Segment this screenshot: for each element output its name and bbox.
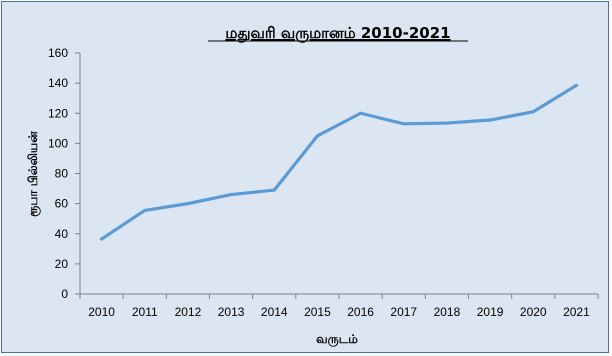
data-point bbox=[574, 83, 578, 87]
x-tick-label: 2010 bbox=[88, 305, 115, 319]
x-tick-label: 2019 bbox=[477, 305, 504, 319]
data-point bbox=[531, 110, 535, 114]
data-point bbox=[445, 121, 449, 125]
data-point bbox=[359, 111, 363, 115]
series-line bbox=[99, 83, 579, 241]
data-point bbox=[488, 118, 492, 122]
data-point bbox=[229, 193, 233, 197]
y-tick-label: 80 bbox=[55, 167, 69, 181]
data-point bbox=[100, 237, 104, 241]
y-tick-label: 140 bbox=[48, 76, 68, 90]
y-axis-title: ரூபா பில்லியன் bbox=[26, 131, 41, 217]
y-axis: 0 20 40 60 80 100 120 140 160 bbox=[48, 46, 81, 301]
x-tick-label: 2020 bbox=[520, 305, 547, 319]
x-tick-label: 2011 bbox=[132, 305, 158, 319]
y-tick-label: 60 bbox=[55, 197, 69, 211]
x-tick-label: 2021 bbox=[563, 305, 590, 319]
data-point bbox=[315, 134, 319, 138]
x-tick-label: 2018 bbox=[434, 305, 461, 319]
data-point bbox=[402, 122, 406, 126]
series-group bbox=[99, 83, 579, 241]
x-tick-label: 2017 bbox=[390, 305, 417, 319]
y-tick-label: 100 bbox=[48, 136, 68, 150]
x-tick-label: 2013 bbox=[218, 305, 245, 319]
data-point bbox=[186, 202, 190, 206]
y-tick-label: 40 bbox=[55, 227, 69, 241]
x-tick-label: 2016 bbox=[347, 305, 374, 319]
y-tick-label: 0 bbox=[61, 287, 68, 301]
x-axis-title: வருடம் bbox=[316, 332, 358, 347]
data-point bbox=[143, 208, 147, 212]
x-tick-label: 2012 bbox=[175, 305, 202, 319]
data-point bbox=[272, 188, 276, 192]
y-tick-label: 120 bbox=[48, 106, 68, 120]
chart-title: மதுவரி வருமானம் 2010-2021 bbox=[225, 24, 450, 43]
x-axis: 2010 2011 2012 2013 2014 2015 2016 2017 2018 2019… bbox=[79, 293, 599, 319]
x-tick-label: 2015 bbox=[304, 305, 331, 319]
y-tick-label: 20 bbox=[55, 257, 69, 271]
x-tick-label: 2014 bbox=[261, 305, 288, 319]
y-tick-label: 160 bbox=[48, 46, 68, 60]
